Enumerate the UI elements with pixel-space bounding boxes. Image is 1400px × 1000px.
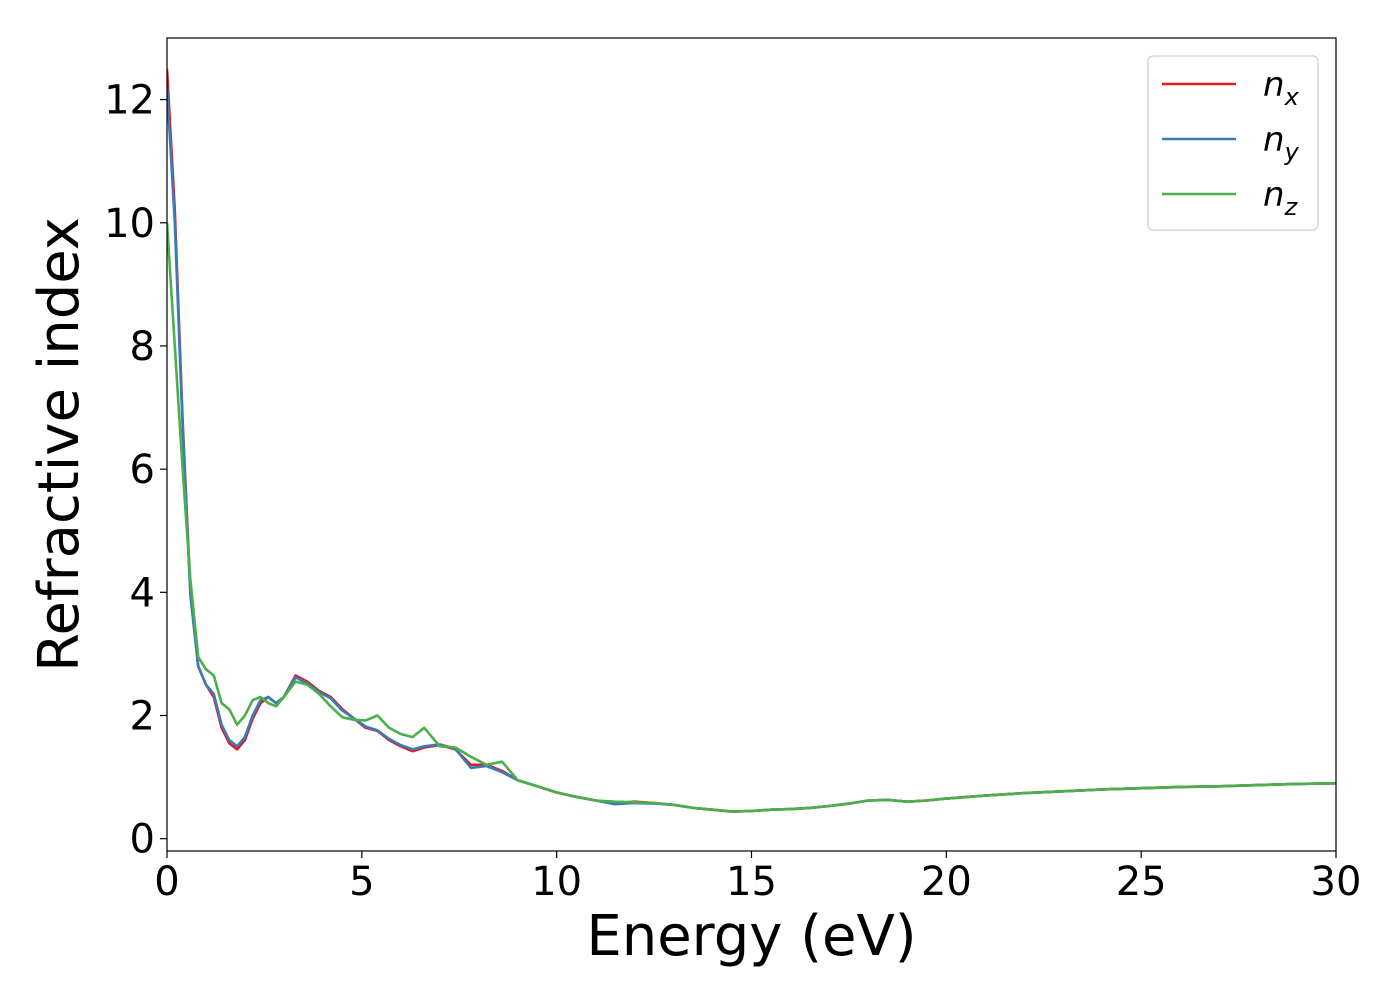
y-axis: 0 2 4 6 8 10 12 [104,78,167,863]
y-tick-label: 10 [104,201,155,247]
legend-label-z: nz [1263,175,1299,221]
y-axis-title: Refractive index [27,217,92,672]
y-tick-label: 6 [130,447,155,493]
x-axis: 0 5 10 15 20 25 30 [154,851,1361,905]
legend-label-subscript: z [1284,193,1299,221]
y-tick-label: 0 [130,817,155,863]
x-tick-label: 10 [531,859,582,905]
y-tick-label: 4 [130,570,155,616]
legend-label-subscript: x [1284,83,1300,111]
x-axis-title: Energy (eV) [586,904,916,969]
x-tick-label: 0 [154,859,179,905]
legend-label-y: ny [1263,120,1300,166]
legend-label-base: n [1263,65,1285,105]
x-tick-label: 20 [921,859,972,905]
legend-label-x: nx [1263,65,1300,111]
y-tick-label: 8 [130,324,155,370]
legend-label-base: n [1263,120,1285,160]
series-line-z [167,222,1336,813]
series-layer [167,68,1336,813]
x-tick-label: 5 [349,859,374,905]
legend-label-subscript: y [1284,138,1300,166]
y-tick-label: 12 [104,78,155,124]
y-tick-label: 2 [130,694,155,740]
x-tick-label: 25 [1116,859,1167,905]
x-tick-label: 15 [726,859,777,905]
x-tick-label: 30 [1311,859,1362,905]
legend-label-base: n [1263,175,1285,215]
legend-box [1147,55,1319,231]
